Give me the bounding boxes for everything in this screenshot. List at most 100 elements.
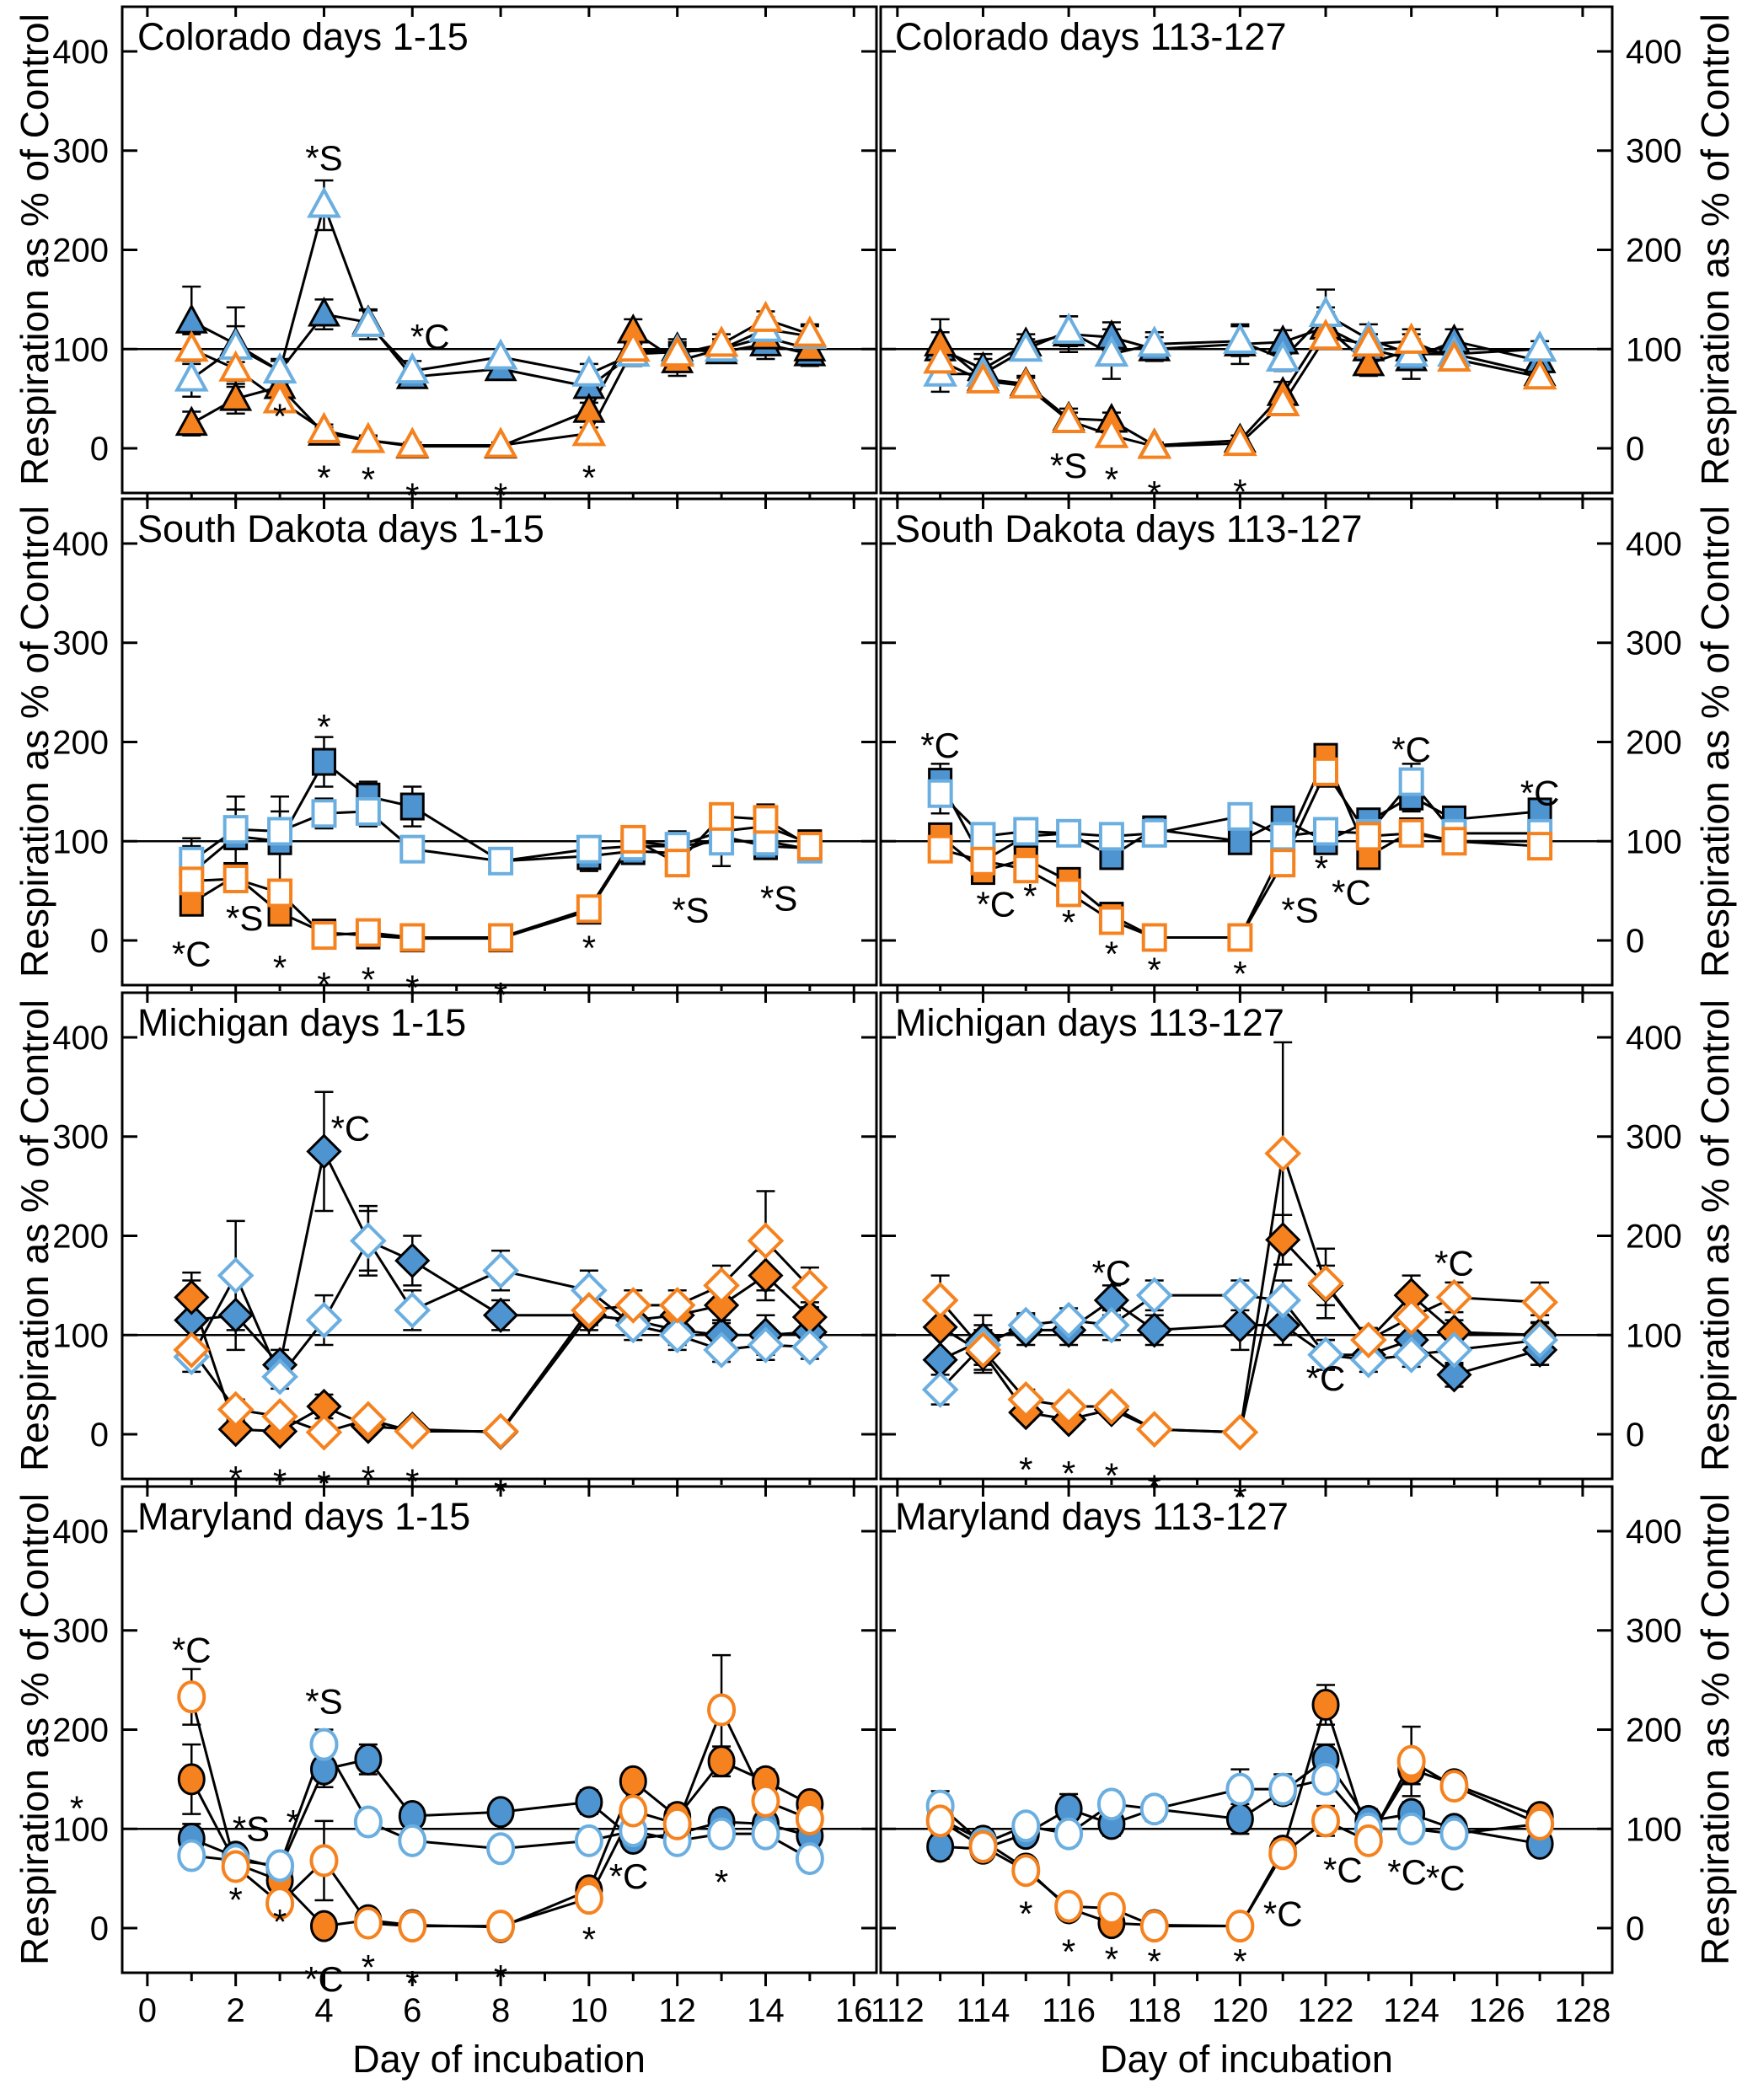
significance-annotation: *C [1323, 1851, 1363, 1890]
significance-annotation: * [405, 476, 419, 516]
significance-annotation: * [1233, 472, 1246, 512]
markers-open_lightblue [173, 1222, 828, 1396]
panel-border [879, 5, 1614, 495]
marker-open_lightblue [1439, 1817, 1469, 1851]
marker-open_lightblue [1008, 330, 1043, 362]
marker-open_orange [221, 1850, 250, 1883]
marker-open_orange [709, 801, 735, 831]
significance-annotation: * [1062, 903, 1075, 942]
marker-open_orange [1394, 322, 1429, 354]
marker-open_lightblue [1098, 822, 1124, 851]
significance-annotation: *C [410, 317, 450, 356]
marker-filled_blue [394, 1242, 431, 1279]
marker-open_orange [262, 382, 297, 414]
marker-open_orange [174, 330, 209, 362]
marker-open_orange [968, 1829, 998, 1863]
marker-open_lightblue [1396, 1812, 1426, 1846]
marker-open_orange [1522, 358, 1557, 390]
significance-annotation: * [1148, 1942, 1161, 1981]
marker-open_orange [1307, 1265, 1344, 1302]
marker-filled_blue [1227, 827, 1252, 855]
significance-annotation: * [1105, 934, 1118, 973]
significance-annotation: * [582, 1920, 596, 1959]
panel-title-south-dakota-113-127: South Dakota days 113-127 [895, 507, 1363, 550]
svg-text:128: 128 [1555, 1992, 1611, 2029]
y-axis-label-row2-left: Respiration as % of Control [13, 506, 56, 978]
svg-text:300: 300 [52, 625, 109, 662]
significance-annotation: * [405, 1963, 419, 2003]
marker-open_lightblue [1270, 822, 1296, 851]
marker-open_orange [664, 849, 690, 878]
marker-open_orange [1521, 1283, 1558, 1321]
panel-border [879, 1485, 1614, 1974]
svg-text:400: 400 [52, 34, 109, 71]
marker-open_lightblue [311, 799, 337, 828]
significance-annotation: * [1062, 1454, 1075, 1493]
svg-text:400: 400 [1626, 34, 1682, 71]
markers-open_orange [177, 1680, 824, 1943]
significance-annotation: * [362, 1947, 375, 1987]
marker-filled_orange [1311, 1689, 1340, 1722]
marker-open_lightblue [1265, 340, 1300, 372]
marker-filled_blue [354, 1743, 383, 1776]
svg-text:0: 0 [90, 1910, 109, 1947]
svg-text:300: 300 [52, 1613, 109, 1650]
marker-open_orange [394, 426, 430, 458]
significance-annotation: * [1105, 460, 1118, 500]
svg-text:12: 12 [658, 1992, 696, 2029]
marker-open_orange [795, 1802, 824, 1835]
significance-annotation: *S [1281, 891, 1318, 930]
marker-open_lightblue [394, 352, 430, 384]
svg-text:120: 120 [1212, 1992, 1268, 2029]
svg-text:300: 300 [52, 1119, 109, 1156]
significance-annotation: * [273, 1462, 287, 1502]
marker-filled_orange [309, 1910, 338, 1942]
marker-open_orange [658, 1287, 696, 1324]
marker-open_orange [1392, 1299, 1430, 1336]
panel-border [121, 497, 878, 987]
ticks-south-dakota-days-113-127: 0 100 200 300 400 [881, 499, 1682, 995]
marker-filled_blue [1136, 1312, 1172, 1348]
marker-open_orange [1355, 822, 1381, 851]
marker-open_orange [177, 1680, 206, 1714]
svg-text:400: 400 [1626, 1020, 1682, 1057]
marker-open_lightblue [309, 1728, 339, 1761]
marker-open_orange [1268, 1837, 1298, 1871]
significance-annotation: * [1148, 950, 1161, 989]
marker-open_lightblue [703, 1331, 740, 1369]
svg-text:300: 300 [52, 133, 109, 170]
significance-annotation: * [582, 458, 596, 497]
significance-annotation: * [228, 1880, 242, 1920]
markers-open_orange [173, 1222, 828, 1451]
marker-open_lightblue [1056, 818, 1082, 848]
marker-filled_orange [1352, 346, 1386, 377]
marker-open_orange [791, 1268, 828, 1306]
significance-annotation: * [317, 707, 330, 747]
marker-open_orange [305, 1413, 343, 1451]
y-axis-label-row4-right: Respiration as % of Control [1693, 1493, 1737, 1965]
svg-text:126: 126 [1469, 1992, 1525, 2029]
marker-open_lightblue [1137, 325, 1172, 357]
marker-open_lightblue [747, 1326, 785, 1363]
marker-open_lightblue [399, 834, 426, 864]
marker-open_orange [707, 1693, 737, 1727]
marker-open_orange [1313, 757, 1339, 786]
svg-text:116: 116 [1042, 1992, 1096, 2029]
marker-open_lightblue [267, 817, 293, 846]
panel-border [121, 5, 878, 495]
marker-open_lightblue [1311, 1762, 1341, 1796]
marker-open_lightblue [1096, 1787, 1126, 1821]
significance-annotation: *C [1306, 1358, 1346, 1398]
marker-open_lightblue [355, 796, 381, 826]
svg-text:0: 0 [1626, 431, 1644, 468]
marker-open_orange [1225, 1910, 1255, 1943]
significance-annotation: * [1105, 1940, 1118, 1979]
significance-annotation: *C [304, 1959, 344, 1999]
marker-filled_blue [486, 1796, 515, 1829]
svg-text:124: 124 [1383, 1992, 1439, 2029]
panel-border [121, 991, 878, 1481]
significance-annotation: *C [1263, 1894, 1303, 1934]
marker-open_lightblue [353, 1805, 383, 1839]
